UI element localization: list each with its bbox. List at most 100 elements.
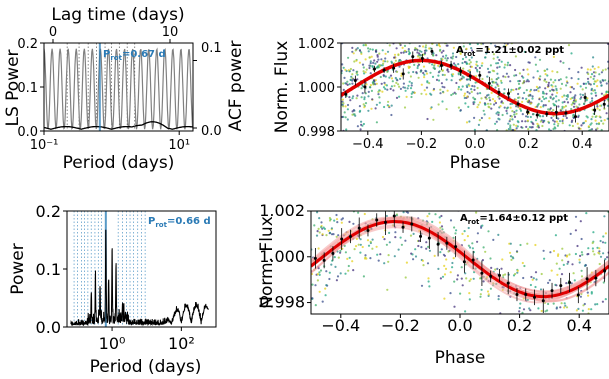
tr-scatter-point (362, 103, 365, 106)
br-scatter-point (602, 235, 605, 238)
br-scatter-point (368, 197, 370, 199)
tr-scatter-point (382, 74, 385, 77)
tr-scatter-point (354, 49, 357, 52)
br-scatter-point (396, 190, 398, 192)
br-scatter-point (556, 320, 558, 322)
tr-scatter-point (559, 60, 562, 63)
tr-scatter-point (561, 105, 564, 108)
tr-scatter-point (587, 80, 590, 83)
br-scatter-point (486, 290, 490, 293)
tr-scatter-point (390, 104, 393, 107)
tr-scatter-point (342, 82, 345, 85)
tr-scatter-point (540, 145, 542, 147)
br-scatter-point (490, 266, 493, 269)
tr-scatter-point (346, 80, 349, 83)
tr-scatter-point (424, 51, 427, 55)
tr-scatter-point (490, 107, 493, 110)
br-scatter-point (540, 309, 543, 313)
tr-scatter-point (558, 120, 562, 123)
br-scatter-point (497, 295, 500, 298)
tr-scatter-point (427, 24, 429, 26)
br-scatter-point (383, 207, 385, 209)
tr-scatter-point (433, 64, 436, 67)
tr-scatter-point (523, 50, 526, 54)
br-scatter-point (387, 254, 390, 257)
tr-scatter-point (368, 66, 371, 70)
br-scatter-point (443, 264, 446, 267)
tr-scatter-point (490, 84, 493, 87)
tr-scatter-point (417, 76, 420, 79)
tr-scatter-point (416, 37, 418, 39)
tr-binned-point (449, 63, 453, 67)
br-scatter-point (476, 240, 479, 243)
tr-binned-point (535, 113, 539, 117)
br-scatter-point (534, 285, 537, 289)
tr-scatter-point (462, 29, 464, 31)
tr-scatter-point (423, 89, 426, 92)
tr-scatter-point (516, 125, 519, 128)
tr-binned-point (497, 90, 501, 94)
tr-scatter-point (489, 64, 492, 67)
br-scatter-point (468, 298, 471, 301)
tr-scatter-point (565, 84, 568, 87)
tr-scatter-point (586, 97, 589, 100)
tr-scatter-point (590, 87, 594, 90)
tr-scatter-point (465, 78, 468, 81)
tr-scatter-point (432, 54, 435, 57)
tr-scatter-point (356, 47, 359, 50)
tr-scatter-point (440, 51, 443, 54)
tr-scatter-point (450, 93, 453, 97)
tr-scatter-point (378, 89, 381, 92)
tr-scatter-point (486, 67, 490, 70)
br-scatter-point (401, 171, 403, 173)
br-scatter-point (359, 238, 362, 241)
tr-scatter-point (378, 64, 382, 67)
br-scatter-point (379, 253, 382, 256)
tr-scatter-point (513, 113, 516, 116)
tr-scatter-point (369, 64, 372, 67)
tr-scatter-point (443, 73, 446, 77)
br-scatter-point (587, 252, 590, 256)
br-binned-point (322, 258, 326, 262)
br-scatter-point (519, 243, 522, 247)
br-scatter-point (580, 269, 583, 272)
tr-scatter-point (549, 107, 552, 110)
br-scatter-point (319, 269, 323, 272)
tr-scatter-point (415, 29, 417, 31)
tr-scatter-point (412, 70, 415, 74)
br-binned-point (331, 251, 335, 255)
tr-scatter-point (476, 37, 478, 39)
tr-scatter-point (532, 113, 535, 116)
br-scatter-point (581, 253, 584, 256)
tr-scatter-point (593, 164, 595, 166)
tr-scatter-point (367, 90, 370, 93)
br-scatter-point (441, 275, 445, 278)
tr-scatter-point (399, 77, 402, 80)
tr-scatter-point (425, 86, 429, 89)
br-scatter-point (528, 307, 531, 310)
tr-scatter-point (364, 102, 368, 105)
tr-scatter-point (457, 106, 460, 109)
tr-scatter-point (453, 62, 456, 65)
br-scatter-point (340, 218, 343, 221)
tr-scatter-point (577, 77, 580, 81)
br-scatter-point (325, 234, 328, 237)
tr-scatter-point (574, 174, 576, 176)
tr-binned-point (487, 81, 491, 85)
tr-scatter-point (490, 78, 493, 81)
br-scatter-point (579, 254, 582, 257)
tr-scatter-point (463, 92, 467, 95)
tr-scatter-point (378, 96, 381, 99)
br-scatter-point (316, 211, 319, 214)
br-scatter-point (577, 307, 580, 310)
tr-scatter-point (548, 139, 550, 141)
tr-scatter-point (431, 75, 435, 78)
tr-scatter-point (561, 148, 563, 150)
tr-scatter-point (373, 59, 376, 62)
tr-scatter-point (587, 82, 591, 85)
tr-scatter-point (473, 88, 476, 91)
tr-binned-point (574, 115, 577, 119)
br-scatter-point (388, 241, 391, 244)
br-scatter-point (561, 259, 564, 262)
tr-scatter-point (603, 119, 606, 122)
